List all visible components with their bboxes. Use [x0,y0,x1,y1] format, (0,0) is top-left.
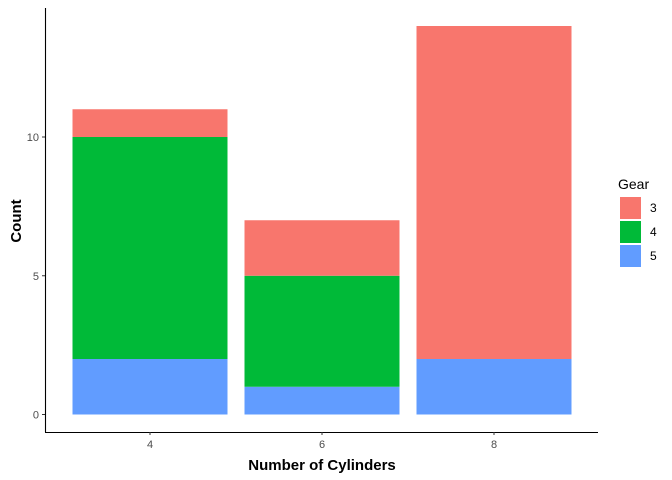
bar-segment-cyl4-gear4 [72,137,228,359]
bar-segment-cyl8-gear5 [416,359,572,415]
bar-segment-cyl6-gear3 [244,220,400,276]
y-tick-label: 10 [27,132,39,144]
legend-title: Gear [618,176,649,192]
bar-segment-cyl4-gear5 [72,359,228,415]
bar-segment-cyl8-gear3 [416,26,572,359]
x-tick-label: 6 [319,439,325,451]
y-tick-label: 5 [33,271,39,283]
x-tick-label: 4 [147,439,153,451]
y-axis-ticks: 0 5 10 [27,132,45,422]
y-axis-title: Count [8,199,25,242]
legend-swatch-gear-3 [620,197,641,219]
legend-swatch-gear-5 [620,245,641,267]
bar-segment-cyl4-gear3 [72,109,228,137]
x-axis-ticks: 4 6 8 [147,432,497,451]
y-tick-label: 0 [33,410,39,422]
legend-label-gear-4: 4 [650,225,657,239]
bar-segment-cyl6-gear4 [244,275,400,387]
legend-swatch-gear-4 [620,221,641,243]
bars-group [72,26,572,415]
bar-segment-cyl6-gear5 [244,386,400,415]
x-axis-title: Number of Cylinders [248,457,396,474]
legend-label-gear-5: 5 [650,249,657,263]
legend: Gear 3 4 5 [618,176,657,267]
legend-items: 3 4 5 [620,197,657,267]
legend-label-gear-3: 3 [650,201,657,215]
x-tick-label: 8 [491,439,497,451]
